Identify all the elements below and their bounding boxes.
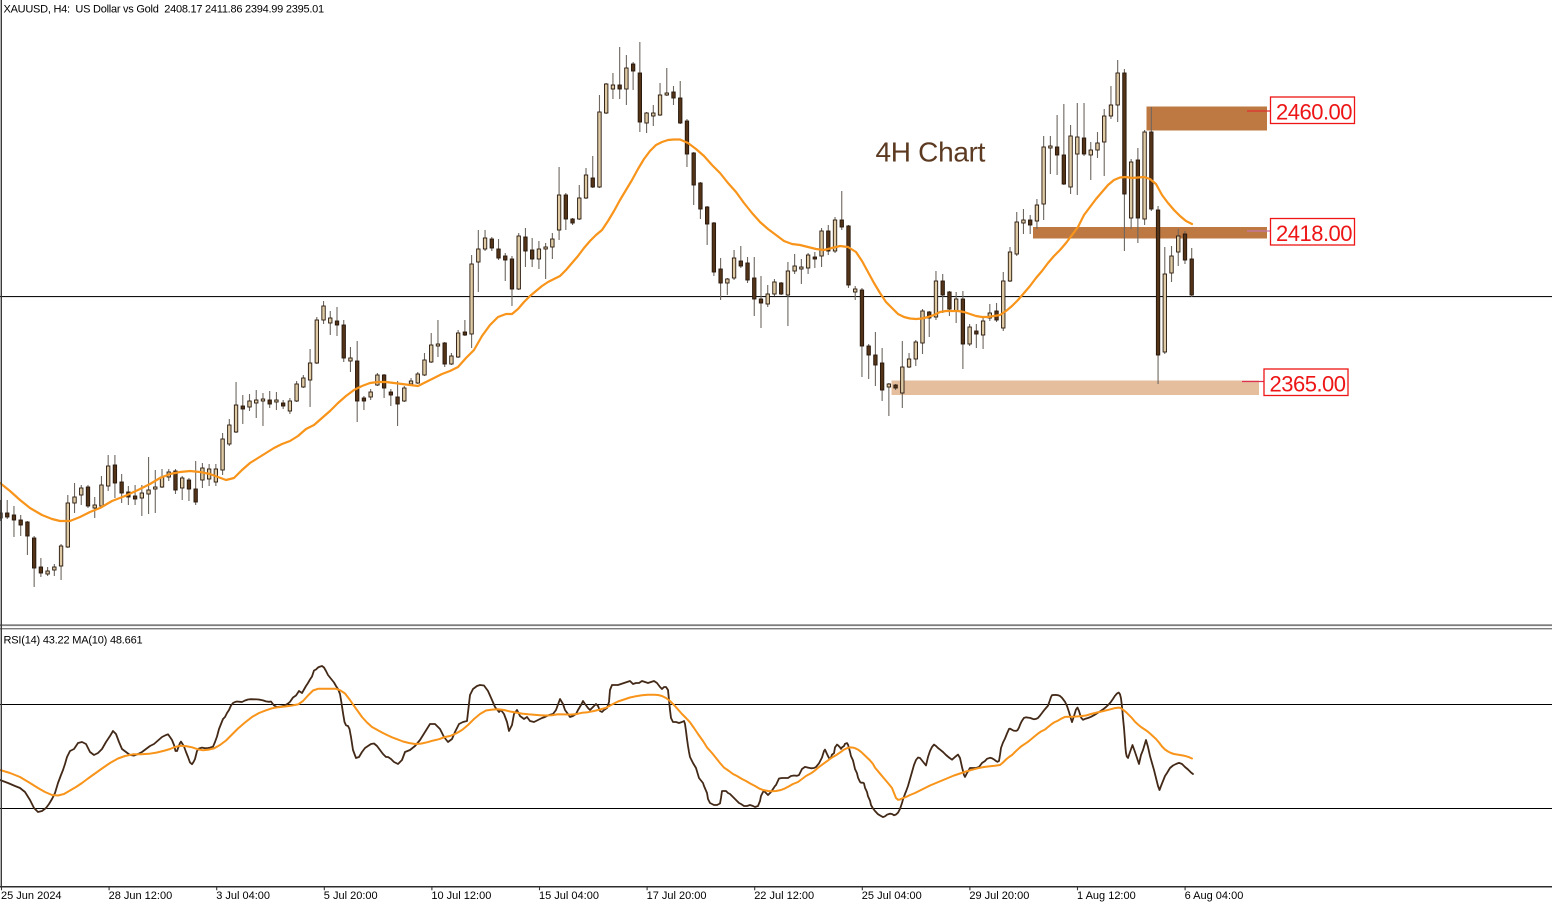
- svg-text:22 Jul 12:00: 22 Jul 12:00: [754, 890, 814, 902]
- svg-text:10 Jul 12:00: 10 Jul 12:00: [431, 890, 491, 902]
- svg-text:2365.00: 2365.00: [1270, 371, 1346, 396]
- svg-text:RSI(14) 43.22 MA(10) 48.661: RSI(14) 43.22 MA(10) 48.661: [4, 635, 143, 647]
- svg-text:25 Jul 04:00: 25 Jul 04:00: [862, 890, 922, 902]
- svg-text:2460.00: 2460.00: [1276, 99, 1352, 124]
- svg-text:29 Jul 20:00: 29 Jul 20:00: [969, 890, 1029, 902]
- svg-text:5 Jul 20:00: 5 Jul 20:00: [324, 890, 378, 902]
- svg-text:XAUUSD, H4: US Dollar vs Gold: XAUUSD, H4: US Dollar vs Gold 2408.17 24…: [4, 4, 324, 16]
- svg-text:1 Aug 12:00: 1 Aug 12:00: [1077, 890, 1136, 902]
- svg-text:15 Jul 04:00: 15 Jul 04:00: [539, 890, 599, 902]
- svg-text:2418.00: 2418.00: [1276, 221, 1352, 246]
- svg-text:25 Jun 2024: 25 Jun 2024: [1, 890, 62, 902]
- svg-text:28 Jun 12:00: 28 Jun 12:00: [109, 890, 173, 902]
- svg-text:4H Chart: 4H Chart: [876, 137, 986, 168]
- svg-text:6 Aug 04:00: 6 Aug 04:00: [1185, 890, 1244, 902]
- svg-text:17 Jul 20:00: 17 Jul 20:00: [647, 890, 707, 902]
- svg-text:3 Jul 04:00: 3 Jul 04:00: [216, 890, 270, 902]
